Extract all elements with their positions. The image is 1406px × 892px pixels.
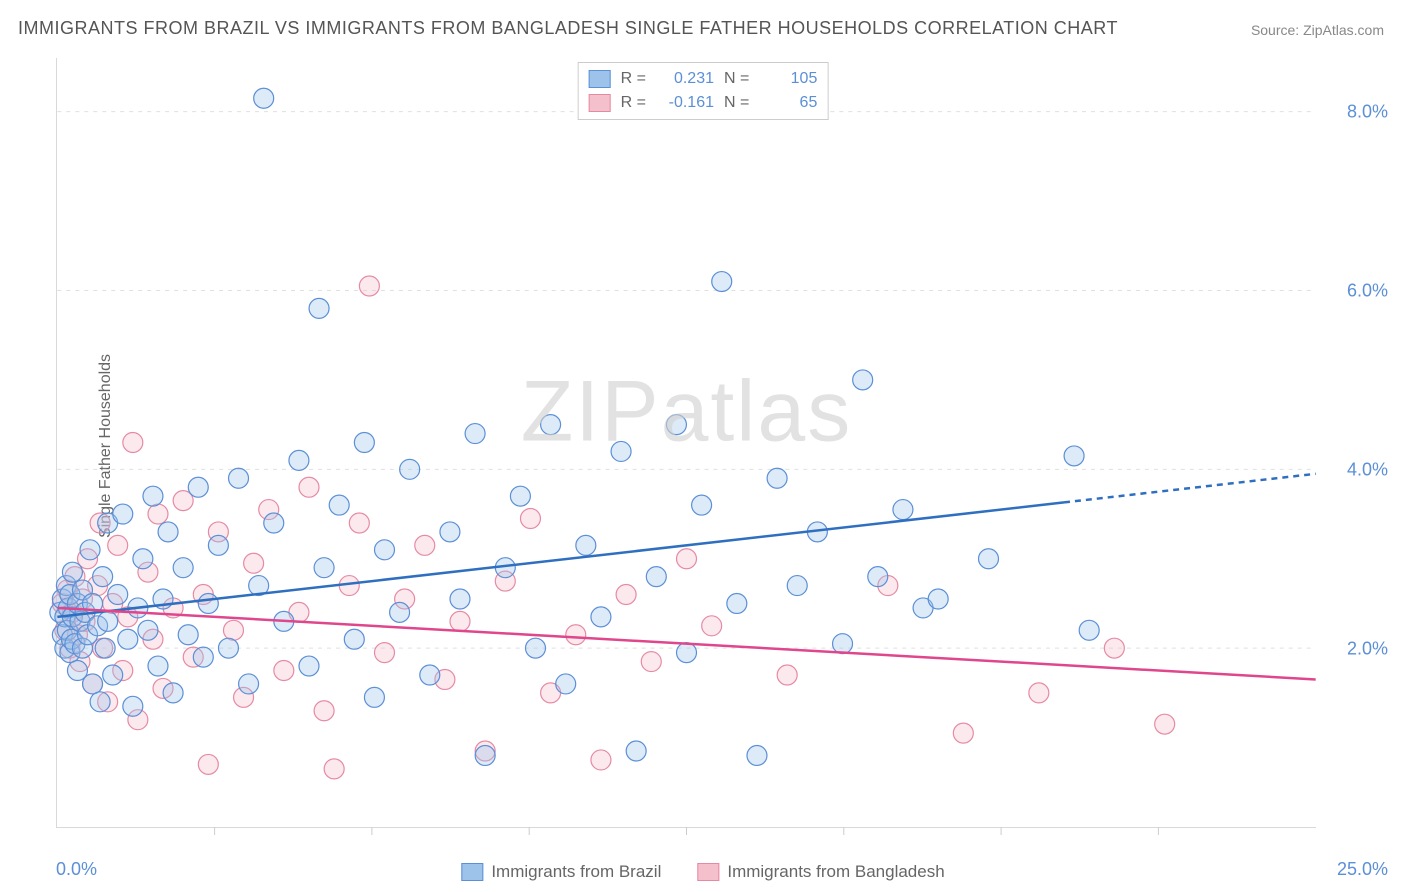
y-tick-label: 2.0% [1347,638,1388,659]
legend-n-label: N = [724,91,749,115]
y-tick-label: 4.0% [1347,459,1388,480]
source-label: Source: [1251,22,1299,38]
y-tick-label: 6.0% [1347,280,1388,301]
chart-plot-area: ZIPatlas [56,58,1316,828]
source-link[interactable]: ZipAtlas.com [1303,22,1384,38]
legend-swatch-brazil-2 [461,863,483,881]
legend-row-brazil: R = 0.231 N = 105 [589,67,818,91]
legend-r-label: R = [621,67,646,91]
scatter-svg [57,58,1316,827]
chart-title: IMMIGRANTS FROM BRAZIL VS IMMIGRANTS FRO… [18,18,1118,39]
legend-swatch-brazil [589,70,611,88]
legend-r-bangladesh: -0.161 [656,91,714,115]
legend-r-label: R = [621,91,646,115]
legend-item-brazil: Immigrants from Brazil [461,862,661,882]
source-attribution: Source: ZipAtlas.com [1251,22,1384,38]
x-axis-max-label: 25.0% [1337,859,1388,880]
legend-item-bangladesh: Immigrants from Bangladesh [697,862,944,882]
legend-n-bangladesh: 65 [759,91,817,115]
legend-swatch-bangladesh [589,94,611,112]
legend-r-brazil: 0.231 [656,67,714,91]
legend-n-label: N = [724,67,749,91]
x-axis-min-label: 0.0% [56,859,97,880]
y-tick-label: 8.0% [1347,101,1388,122]
legend-label-bangladesh: Immigrants from Bangladesh [727,862,944,882]
series-legend: Immigrants from Brazil Immigrants from B… [461,862,944,882]
legend-swatch-bangladesh-2 [697,863,719,881]
legend-row-bangladesh: R = -0.161 N = 65 [589,91,818,115]
legend-label-brazil: Immigrants from Brazil [491,862,661,882]
legend-n-brazil: 105 [759,67,817,91]
correlation-legend: R = 0.231 N = 105 R = -0.161 N = 65 [578,62,829,120]
